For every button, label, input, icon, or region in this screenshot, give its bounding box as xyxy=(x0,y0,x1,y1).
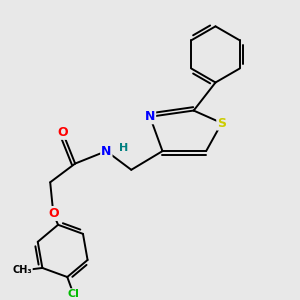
Text: N: N xyxy=(145,110,155,123)
Text: O: O xyxy=(48,207,58,220)
Text: CH₃: CH₃ xyxy=(12,265,32,275)
Text: N: N xyxy=(101,145,112,158)
Text: H: H xyxy=(119,143,128,153)
Text: O: O xyxy=(57,126,68,139)
Text: S: S xyxy=(217,116,226,130)
Text: Cl: Cl xyxy=(68,289,80,299)
